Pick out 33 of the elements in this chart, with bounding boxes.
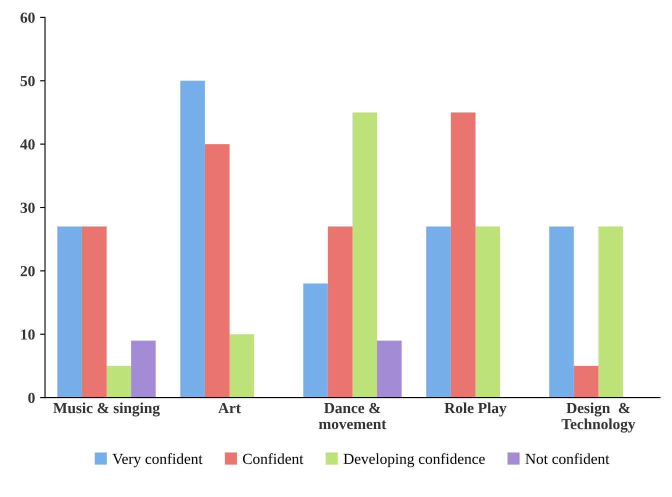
bar [574, 366, 598, 398]
bar [328, 226, 352, 398]
y-tick-label: 40 [20, 139, 35, 150]
bar [106, 366, 132, 398]
legend-label: Confident [242, 453, 304, 464]
y-tick-label: 0 [28, 392, 35, 404]
x-tick-label: Design & Technology [562, 402, 636, 433]
bar [180, 80, 205, 398]
legend-label: Not confident [525, 453, 610, 464]
bar [426, 226, 451, 398]
bar [450, 112, 476, 398]
y-tick-label: 60 [20, 12, 35, 23]
bar [82, 226, 107, 398]
bar [549, 226, 574, 398]
bar [475, 226, 500, 398]
x-tick-label: Art [218, 402, 241, 414]
legend-label: Developing confidence [344, 453, 485, 468]
bar [598, 226, 624, 398]
y-tick-label: 30 [20, 202, 35, 213]
bar [352, 112, 378, 398]
bar [229, 334, 254, 398]
bar [377, 340, 402, 398]
x-tick-label: Music & singing [53, 402, 160, 416]
x-tick-label: Role Play [444, 402, 506, 416]
bar [204, 144, 230, 398]
y-tick-label: 20 [20, 266, 35, 276]
x-tick-label: Dance & movement [318, 402, 386, 430]
bar [131, 340, 156, 398]
bar [303, 284, 328, 398]
bar [57, 226, 82, 398]
y-tick-label: 50 [20, 76, 35, 86]
legend-label: Very confident [112, 453, 203, 468]
y-tick-label: 10 [21, 329, 35, 340]
